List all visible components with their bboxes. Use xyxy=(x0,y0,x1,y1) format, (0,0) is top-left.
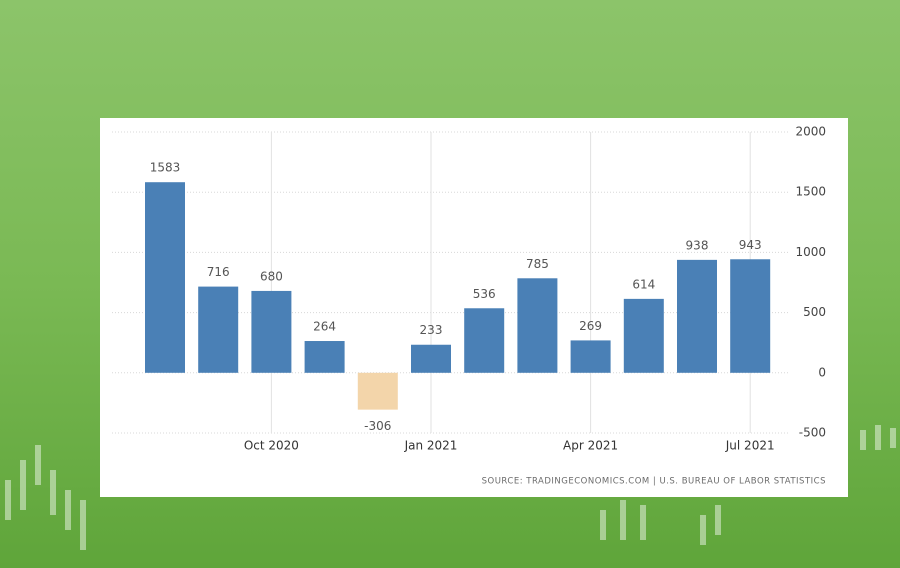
bar xyxy=(730,259,771,373)
y-tick-label: 1000 xyxy=(795,245,826,259)
y-tick-label: 2000 xyxy=(795,125,826,139)
x-tick-label: Oct 2020 xyxy=(244,439,299,453)
data-label: 943 xyxy=(739,238,762,252)
y-tick-label: 0 xyxy=(818,365,826,379)
y-tick-label: 1500 xyxy=(795,185,826,199)
x-tick-label: Jan 2021 xyxy=(404,439,458,453)
data-label: 269 xyxy=(579,319,602,333)
decoration xyxy=(5,425,896,550)
bar xyxy=(304,341,345,373)
data-label: 1583 xyxy=(150,161,181,175)
y-tick-label: -500 xyxy=(799,426,826,440)
bar xyxy=(464,308,505,373)
bar xyxy=(145,182,185,373)
data-label: 264 xyxy=(313,320,336,334)
bar xyxy=(357,372,398,410)
source: SOURCE: TRADINGECONOMICS.COM | U.S. BURE… xyxy=(482,477,826,487)
data-label: 785 xyxy=(526,257,549,271)
bar xyxy=(623,298,664,373)
data-label: 716 xyxy=(207,265,230,279)
bar xyxy=(411,344,451,373)
x-tick-label: Apr 2021 xyxy=(563,439,618,453)
data-label: 680 xyxy=(260,269,283,283)
data-label: 536 xyxy=(473,287,496,301)
y-tick-label: 500 xyxy=(803,305,826,319)
bar xyxy=(677,259,717,373)
bar xyxy=(570,340,611,373)
data-label: 233 xyxy=(420,323,443,337)
bar xyxy=(198,286,239,373)
data-label: 938 xyxy=(686,238,709,252)
bar xyxy=(251,290,292,373)
bar xyxy=(517,278,558,373)
data-label: 614 xyxy=(632,277,655,291)
data-label: -306 xyxy=(364,419,391,433)
x-tick-label: Jul 2021 xyxy=(725,439,775,453)
